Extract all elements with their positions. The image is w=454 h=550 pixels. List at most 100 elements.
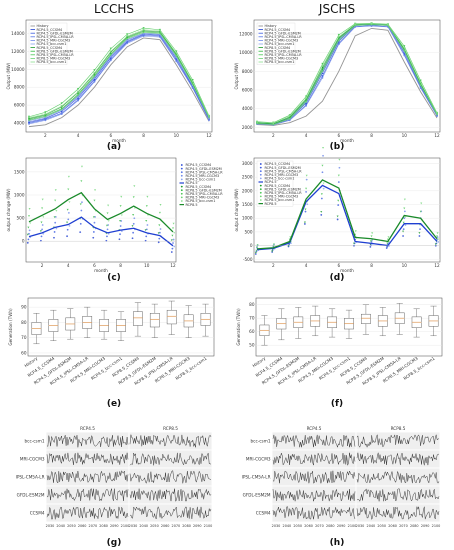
h-facet — [271, 485, 357, 505]
c-model-point — [120, 195, 123, 198]
a-point — [109, 47, 112, 50]
c-model-point — [66, 221, 69, 224]
b-point — [386, 23, 390, 26]
d-model-point — [320, 197, 323, 200]
g-year-label: 2030 — [129, 524, 138, 528]
b-point — [304, 97, 308, 100]
d-model-point — [337, 174, 340, 177]
g-facet — [128, 485, 213, 505]
d-model-point — [418, 235, 421, 237]
a-point — [175, 60, 178, 63]
c-model-point — [28, 215, 30, 218]
d-model-point — [437, 238, 440, 241]
b-legend-label: RCP4.5_CCSM4 — [265, 28, 291, 32]
h-year-label: 2050 — [293, 524, 302, 528]
c-model-point — [158, 224, 161, 227]
h-timeseries-line — [272, 506, 356, 520]
a-xtick-label: 2 — [44, 133, 47, 138]
a-ylabel: Output (MW) — [6, 62, 11, 89]
b-point — [304, 95, 308, 98]
d-model-point — [303, 223, 306, 225]
d-model-point — [419, 210, 422, 213]
b-legend-label: History — [265, 24, 277, 28]
c-legend-swatch — [180, 200, 183, 202]
c-xtick-label: 6 — [93, 263, 96, 268]
b-ytick-label: 8000 — [242, 69, 253, 74]
a-point — [109, 53, 112, 57]
c-model-point — [92, 216, 95, 219]
a-point — [76, 90, 80, 93]
d-model-point — [352, 242, 355, 245]
d-model-point — [337, 204, 340, 206]
g-timeseries-line — [129, 506, 212, 520]
c-model-point — [133, 207, 136, 210]
a-xtick-label: 4 — [77, 133, 80, 138]
c-model-point — [144, 229, 147, 232]
d-model-point — [320, 214, 323, 216]
h-timeseries-line — [356, 506, 440, 521]
c-model-point — [92, 236, 95, 239]
f-ytick-label: 60 — [249, 329, 255, 334]
d-model-point — [338, 158, 341, 161]
d-legend-label: RCP8.5_CCSM4 — [265, 184, 291, 188]
a-ytick-label: 12000 — [11, 49, 25, 54]
c-model-point — [39, 239, 42, 242]
g-row-label: bcc-csm1 — [24, 439, 44, 444]
c-mean-line-rcp85 — [28, 191, 174, 233]
b-point — [435, 112, 439, 115]
g-row-label: IPSL-CM5A-LR — [16, 475, 45, 480]
b-legend-label: RCP8.5_IPSL-CM5A-LR — [265, 53, 303, 57]
g-facet — [128, 467, 213, 487]
b-legend-label: RCP4.5_IPSL-CM5A-LR — [265, 35, 303, 39]
d-model-point — [402, 235, 404, 237]
a-point — [93, 77, 96, 80]
d-ytick-label: 1500 — [242, 202, 253, 207]
d-plot-area — [253, 157, 441, 263]
column-title-right: JSCHS — [318, 2, 355, 16]
panel-label-b: (b) — [330, 142, 345, 152]
d-model-point — [403, 210, 406, 213]
c-model-point — [145, 235, 148, 238]
c-legend-label: RCP4.5_IPSL-CM5A-LR — [186, 170, 224, 174]
g-facet — [45, 503, 130, 523]
c-model-point — [53, 231, 56, 233]
d-legend-label: RCP8.5_IPSL-CM5A-LR — [265, 191, 303, 195]
c-model-point — [132, 196, 135, 199]
b-point — [370, 23, 373, 26]
b-legend-label: RCP4.5_MRI-CGCM3 — [265, 39, 299, 43]
f-plot-area — [255, 297, 443, 357]
c-model-point — [41, 198, 44, 201]
c-xtick-label: 12 — [170, 263, 176, 268]
e-box — [149, 313, 160, 328]
d-legend-swatch — [259, 188, 262, 191]
c-model-point — [92, 231, 95, 233]
g-row-label: MRI-CGCM3 — [20, 457, 45, 462]
h-year-label: 2080 — [410, 524, 419, 528]
c-model-point — [93, 221, 96, 224]
g-year-label: 2090 — [193, 524, 202, 528]
a-ytick-label: 6000 — [14, 103, 25, 108]
c-model-point — [55, 210, 58, 212]
a-series-line — [28, 27, 210, 118]
a-point — [126, 42, 129, 45]
d-model-point — [322, 154, 324, 157]
a-legend-label: RCP8.5_CCSM4 — [37, 46, 63, 50]
c-model-point — [41, 224, 44, 226]
d-model-point — [305, 178, 308, 181]
c-model-point — [172, 238, 175, 241]
c-ytick-label: 0 — [22, 239, 25, 244]
d-model-point — [256, 246, 258, 249]
a-point — [207, 116, 211, 119]
d-ytick-label: 500 — [245, 229, 253, 234]
a-point — [44, 113, 47, 116]
d-legend-label: RCP4.5 — [265, 180, 277, 184]
a-point — [76, 87, 80, 91]
c-model-point — [158, 211, 161, 214]
f-ytick-label: 70 — [249, 316, 255, 321]
b-series-line — [256, 23, 438, 125]
d-model-point — [321, 171, 324, 174]
d-model-point — [403, 217, 406, 220]
d-legend-swatch — [259, 184, 262, 187]
b-legend-box — [256, 22, 296, 65]
d-model-point — [256, 244, 259, 246]
